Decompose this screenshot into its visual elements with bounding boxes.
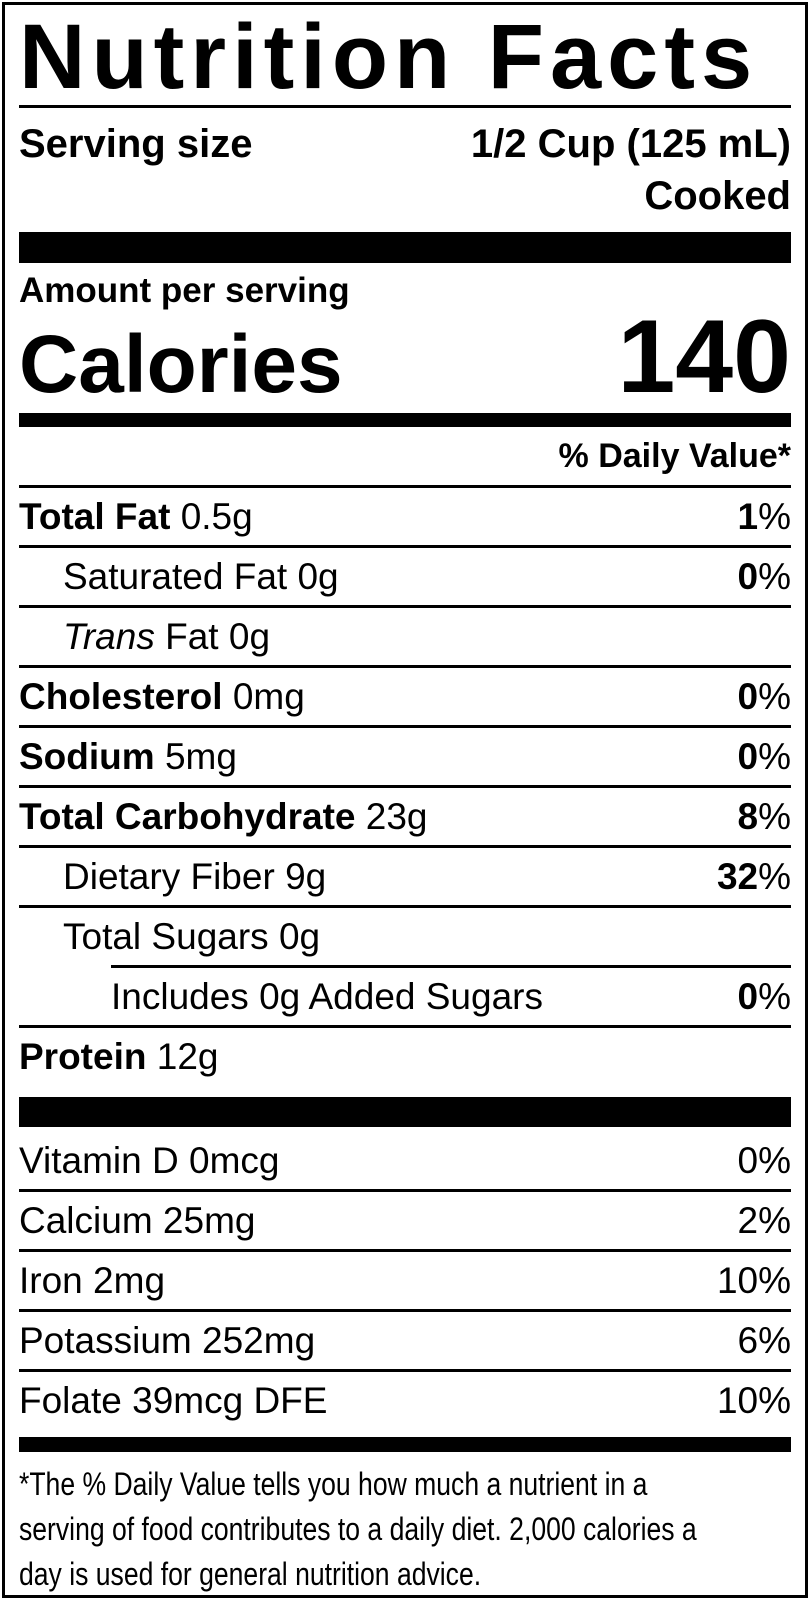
nutrient-daily-value: 0%	[737, 556, 791, 597]
nutrient-row-dietary-fiber: Dietary Fiber 9g 32%	[19, 845, 791, 905]
nutrient-name: Protein 12g	[19, 1036, 219, 1077]
nutrient-daily-value: 32%	[716, 856, 791, 897]
section-divider-bar	[19, 232, 791, 263]
section-divider-bar	[19, 1097, 791, 1127]
nutrient-row-sodium: Sodium 5mg 0%	[19, 725, 791, 785]
nutrient-daily-value: 0%	[737, 976, 791, 1017]
nutrient-amount: 252mg	[202, 1320, 316, 1361]
nutrient-name: Potassium 252mg	[19, 1320, 316, 1361]
daily-value-footnote: *The % Daily Value tells you how much a …	[19, 1452, 791, 1595]
micronutrient-row-iron: Iron 2mg 10%	[19, 1249, 791, 1309]
nutrient-name: Iron 2mg	[19, 1260, 166, 1301]
nutrient-name: Total Fat 0.5g	[19, 496, 253, 537]
nutrient-amount: 0mcg	[189, 1140, 280, 1181]
section-divider-bar	[19, 1437, 791, 1452]
nutrient-daily-value: 10%	[716, 1380, 791, 1421]
nutrient-name: Dietary Fiber 9g	[63, 856, 327, 897]
nutrient-row-total-fat: Total Fat 0.5g 1%	[19, 485, 791, 545]
calories-row: Calories 140	[19, 299, 791, 415]
nutrient-row-total-sugars: Total Sugars 0g	[19, 905, 791, 965]
nutrient-amount: 5mg	[164, 736, 237, 777]
nutrient-name: Trans Fat 0g	[63, 616, 271, 657]
nutrient-amount: 0g	[297, 556, 339, 597]
indented-divider	[111, 965, 791, 968]
nutrient-name: Total Carbohydrate 23g	[19, 796, 428, 837]
nutrient-row-trans-fat: Trans Fat 0g	[19, 605, 791, 665]
nutrient-amount: 0mg	[232, 676, 305, 717]
nutrient-amount: 0g	[228, 616, 271, 657]
nutrient-row-cholesterol: Cholesterol 0mg 0%	[19, 665, 791, 725]
nutrient-row-total-carbohydrate: Total Carbohydrate 23g 8%	[19, 785, 791, 845]
serving-note: Cooked	[644, 174, 791, 218]
micronutrient-row-vitamin-d: Vitamin D 0mcg 0%	[19, 1127, 791, 1189]
nutrient-amount: 23g	[365, 796, 428, 837]
label-title: Nutrition Facts	[19, 5, 791, 108]
nutrient-name: Calcium 25mg	[19, 1200, 256, 1241]
footnote-text: *The % Daily Value tells you how much a …	[19, 1466, 697, 1592]
nutrient-name: Vitamin D 0mcg	[19, 1140, 280, 1181]
nutrient-daily-value: 1%	[737, 496, 791, 537]
nutrient-daily-value: 10%	[716, 1260, 791, 1301]
calories-label: Calories	[19, 319, 343, 410]
nutrient-amount: 0g	[278, 916, 321, 957]
nutrient-name: Sodium 5mg	[19, 736, 237, 777]
nutrient-row-protein: Protein 12g	[19, 1025, 791, 1085]
serving-size-row: Serving size 1/2 Cup (125 mL)	[19, 108, 791, 170]
nutrient-name: Saturated Fat 0g	[63, 556, 339, 597]
calories-value: 140	[617, 299, 791, 415]
nutrient-row-added-sugars: Includes 0g Added Sugars 0%	[19, 968, 791, 1025]
nutrient-daily-value: 0%	[737, 676, 791, 717]
nutrient-daily-value: 2%	[737, 1200, 791, 1241]
nutrient-daily-value: 6%	[737, 1320, 791, 1361]
nutrient-amount: 9g	[285, 856, 327, 897]
nutrient-amount: 12g	[156, 1036, 219, 1077]
nutrient-amount: 25mg	[162, 1200, 256, 1241]
nutrient-amount: 39mcg DFE	[132, 1380, 328, 1421]
nutrient-name: Cholesterol 0mg	[19, 676, 305, 717]
amount-per-serving-label: Amount per serving	[19, 271, 350, 310]
nutrient-row-saturated-fat: Saturated Fat 0g 0%	[19, 545, 791, 605]
micronutrient-row-potassium: Potassium 252mg 6%	[19, 1309, 791, 1369]
nutrient-daily-value: 0%	[737, 1140, 791, 1181]
serving-size-value: 1/2 Cup (125 mL)	[470, 122, 791, 166]
nutrient-name: Includes 0g Added Sugars	[111, 976, 543, 1017]
serving-size-label: Serving size	[19, 122, 253, 166]
daily-value-header: % Daily Value*	[558, 437, 791, 475]
nutrient-daily-value: 0%	[737, 736, 791, 777]
micronutrient-row-folate: Folate 39mcg DFE 10%	[19, 1369, 791, 1429]
nutrient-daily-value: 8%	[737, 796, 791, 837]
section-divider-bar	[19, 413, 791, 427]
nutrient-amount: 0.5g	[180, 496, 253, 537]
nutrient-amount: 2mg	[93, 1260, 166, 1301]
micronutrient-row-calcium: Calcium 25mg 2%	[19, 1189, 791, 1249]
nutrient-name: Total Sugars 0g	[63, 916, 321, 957]
nutrient-name: Folate 39mcg DFE	[19, 1380, 328, 1421]
